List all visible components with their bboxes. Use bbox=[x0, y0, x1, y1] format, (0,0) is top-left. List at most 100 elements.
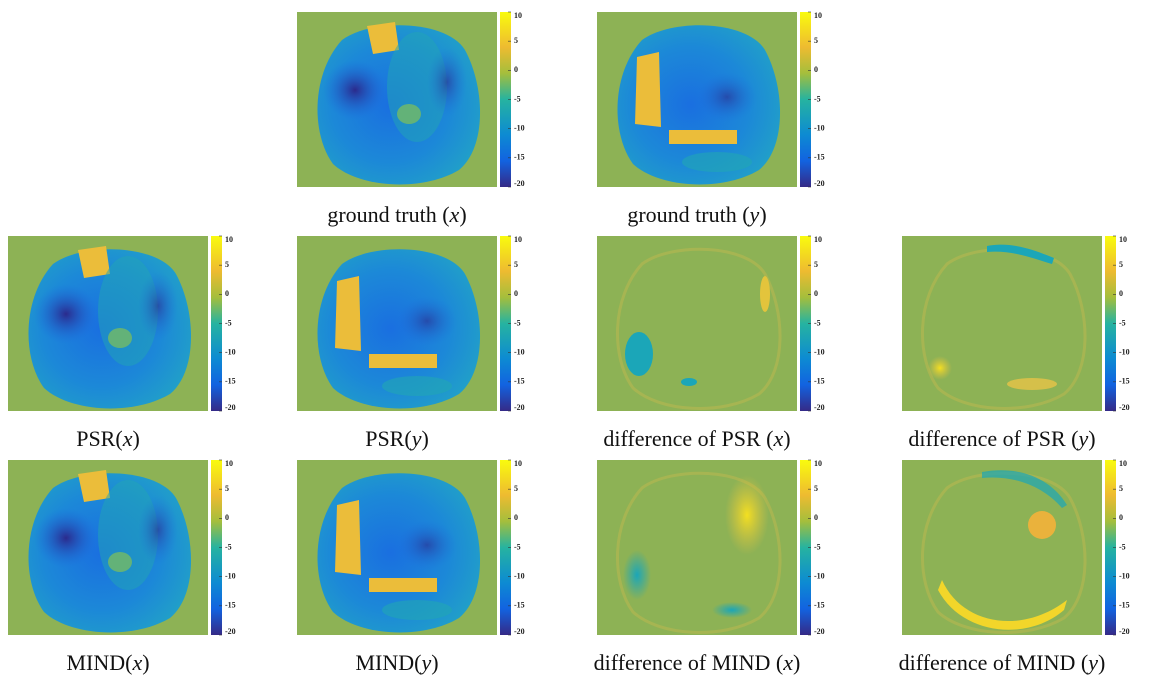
panel: 1050-5-10-15-20difference of PSR (x) bbox=[597, 235, 825, 451]
heatmap-spot bbox=[369, 578, 437, 592]
caption-variable: y bbox=[410, 426, 422, 451]
colorbar-tick-label: 5 bbox=[1119, 260, 1123, 269]
heatmap-spot bbox=[697, 72, 757, 122]
caption-close: ) bbox=[142, 650, 149, 675]
colorbar-tick-label: 0 bbox=[225, 289, 229, 298]
caption: MIND(x) bbox=[66, 650, 149, 675]
colorbar-tick-label: 5 bbox=[1119, 484, 1123, 493]
colorbar-tick-label: -10 bbox=[1119, 571, 1130, 580]
colorbar-tick-label: 0 bbox=[1119, 513, 1123, 522]
colorbar-tick-label: -5 bbox=[814, 94, 821, 103]
colorbar-tick-label: -20 bbox=[1119, 627, 1130, 636]
colorbar-tick-label: -15 bbox=[1119, 601, 1130, 610]
colorbar-tick-label: -20 bbox=[1119, 403, 1130, 412]
heatmap-spot bbox=[369, 354, 437, 368]
colorbar-tick-label: -10 bbox=[1119, 347, 1130, 356]
colorbar-tick-label: -15 bbox=[225, 601, 236, 610]
colorbar-tick-label: 10 bbox=[814, 235, 822, 244]
heatmap-spot bbox=[623, 550, 651, 600]
caption: PSR(x) bbox=[76, 426, 140, 451]
colorbar-tick-label: 10 bbox=[225, 235, 233, 244]
colorbar-tick-label: -10 bbox=[814, 347, 825, 356]
colorbar-tick-label: 10 bbox=[1119, 459, 1127, 468]
heatmap-spot bbox=[928, 356, 952, 380]
colorbar-tick-label: -15 bbox=[1119, 377, 1130, 386]
caption: difference of PSR (x) bbox=[603, 426, 790, 451]
colorbar-tick-label: -20 bbox=[225, 403, 236, 412]
heatmap-spot bbox=[323, 60, 387, 120]
colorbar-tick-label: -15 bbox=[514, 601, 525, 610]
colorbar-tick-label: -5 bbox=[225, 542, 232, 551]
colorbar-tick-label: -5 bbox=[814, 318, 821, 327]
colorbar-tick-label: -15 bbox=[814, 377, 825, 386]
caption-text: difference of MIND ( bbox=[899, 650, 1089, 675]
colorbar-tick-label: -15 bbox=[514, 377, 525, 386]
caption-close: ) bbox=[1098, 650, 1105, 675]
caption-variable: x bbox=[131, 650, 142, 675]
caption-close: ) bbox=[1088, 426, 1095, 451]
colorbar-tick-label: -15 bbox=[814, 601, 825, 610]
colorbar-tick-label: -20 bbox=[514, 179, 525, 188]
colorbar-tick-label: 5 bbox=[225, 260, 229, 269]
caption-close: ) bbox=[783, 426, 790, 451]
caption-text: ground truth ( bbox=[327, 202, 449, 227]
caption: MIND(y) bbox=[355, 650, 438, 675]
colorbar-tick-label: -15 bbox=[814, 153, 825, 162]
caption-close: ) bbox=[421, 426, 428, 451]
caption-text: difference of PSR ( bbox=[908, 426, 1078, 451]
colorbar-tick-label: -10 bbox=[514, 347, 525, 356]
colorbar-tick-label: 0 bbox=[225, 513, 229, 522]
colorbar-tick-label: -20 bbox=[814, 627, 825, 636]
caption-variable: y bbox=[1086, 650, 1098, 675]
heatmap-spot bbox=[635, 52, 661, 127]
heatmap-spot bbox=[669, 130, 737, 144]
caption-close: ) bbox=[431, 650, 438, 675]
heatmap-spot bbox=[427, 47, 467, 117]
colorbar-tick-label: -5 bbox=[1119, 318, 1126, 327]
colorbar-tick-label: 5 bbox=[225, 484, 229, 493]
caption-text: ground truth ( bbox=[627, 202, 749, 227]
caption-variable: y bbox=[748, 202, 760, 227]
colorbar-tick-label: 5 bbox=[514, 260, 518, 269]
colorbar-tick-label: -5 bbox=[514, 94, 521, 103]
heatmap-spot bbox=[382, 376, 452, 396]
caption-text: MIND( bbox=[66, 650, 132, 675]
colorbar-tick-label: 5 bbox=[814, 260, 818, 269]
caption-variable: y bbox=[419, 650, 431, 675]
heatmap-spot bbox=[681, 378, 697, 386]
caption: difference of MIND (y) bbox=[899, 650, 1106, 675]
colorbar-tick-label: -5 bbox=[1119, 542, 1126, 551]
colorbar-tick-label: 5 bbox=[514, 484, 518, 493]
heatmap-spot bbox=[335, 276, 361, 351]
colorbar-tick-label: 0 bbox=[514, 65, 518, 74]
caption-variable: x bbox=[782, 650, 793, 675]
panel: 10 5 0 -5 -10 -15 -20 difference of MIND (y) bbox=[899, 459, 1130, 675]
heatmap-spot bbox=[760, 276, 770, 312]
colorbar-tick-label: -5 bbox=[814, 542, 821, 551]
heatmap-spot bbox=[625, 332, 653, 376]
colorbar-tick-label: -20 bbox=[514, 403, 525, 412]
figure: 1050-5-10-15-20ground truth (x)1050-5-10… bbox=[0, 0, 1164, 680]
caption: PSR(y) bbox=[365, 426, 429, 451]
colorbar-tick-label: 10 bbox=[225, 459, 233, 468]
colorbar-tick-label: -20 bbox=[814, 179, 825, 188]
colorbar-tick-label: 5 bbox=[814, 36, 818, 45]
caption-text: MIND( bbox=[355, 650, 421, 675]
colorbar-tick-label: 0 bbox=[1119, 289, 1123, 298]
heatmap-spot bbox=[1007, 378, 1057, 390]
heatmap-spot bbox=[335, 500, 361, 575]
caption-close: ) bbox=[793, 650, 800, 675]
caption-text: PSR( bbox=[365, 426, 411, 451]
colorbar-tick-label: -5 bbox=[225, 318, 232, 327]
colorbar-tick-label: 5 bbox=[514, 36, 518, 45]
caption: ground truth (x) bbox=[327, 202, 466, 227]
caption-variable: y bbox=[1076, 426, 1088, 451]
caption-close: ) bbox=[132, 426, 139, 451]
heatmap-spot bbox=[397, 520, 457, 570]
caption: difference of MIND (x) bbox=[594, 650, 801, 675]
colorbar-tick-label: 10 bbox=[514, 235, 522, 244]
caption-close: ) bbox=[759, 202, 766, 227]
heatmap-spot bbox=[712, 602, 752, 618]
